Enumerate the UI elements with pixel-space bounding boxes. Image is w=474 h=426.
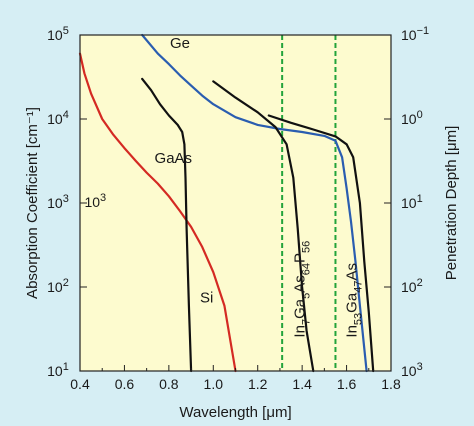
series-line-2 <box>141 33 368 373</box>
x-tick-label: 1.0 <box>204 376 224 392</box>
ingaasp-label: In7Ga5As64P56 <box>291 241 312 338</box>
x-tick-label: 1.8 <box>381 376 401 392</box>
series-line-5 <box>267 114 375 373</box>
right-axis-title: Penetration Depth [μm] <box>443 126 460 281</box>
stray-power-label: 103 <box>84 192 106 210</box>
left-y-tick-label: 104 <box>47 109 69 127</box>
left-y-tick-label: 105 <box>47 25 69 43</box>
x-tick-label: 1.2 <box>248 376 268 392</box>
right-y-tick-label: 101 <box>401 193 423 211</box>
x-tick-label: 1.4 <box>292 376 312 392</box>
x-tick-label: 0.4 <box>70 376 90 392</box>
curve-label: Ge <box>170 35 190 52</box>
left-axis-title: Absorption Coefficient [cm⁻¹] <box>24 107 41 299</box>
curve-label: GaAs <box>155 150 193 167</box>
x-tick-label: 0.6 <box>115 376 135 392</box>
right-y-tick-label: 102 <box>401 277 423 295</box>
plot-area <box>80 35 391 371</box>
series-line-4 <box>212 80 315 373</box>
series-line-1 <box>78 52 237 373</box>
left-y-tick-label: 103 <box>47 193 69 211</box>
series-line-3 <box>141 77 193 373</box>
x-tick-label: 1.6 <box>337 376 357 392</box>
left-y-tick-label: 101 <box>47 361 69 379</box>
x-tick-label: 0.8 <box>159 376 179 392</box>
ingaas-label: In53Ga47As <box>344 263 365 338</box>
right-y-tick-label: 100 <box>401 109 423 127</box>
left-y-tick-label: 102 <box>47 277 69 295</box>
right-y-tick-label: 103 <box>401 361 423 379</box>
curve-label: Si <box>200 290 213 307</box>
right-y-tick-label: 10−1 <box>401 25 429 43</box>
x-axis-title: Wavelength [μm] <box>179 404 291 421</box>
